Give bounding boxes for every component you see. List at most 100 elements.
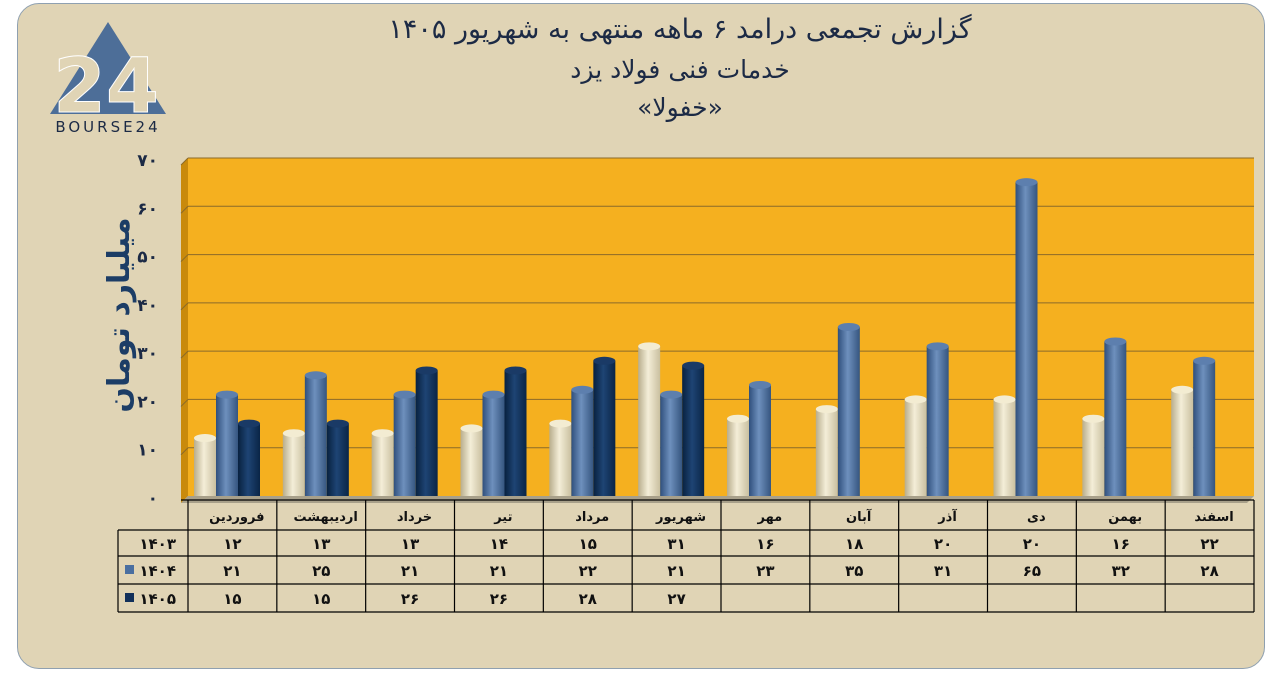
gridline-side <box>180 350 189 359</box>
category-label: بهمن <box>1108 510 1142 525</box>
bar <box>482 394 505 496</box>
data-label: ۲۶ <box>490 590 508 608</box>
bar-top <box>926 342 949 351</box>
category-label: مرداد <box>575 510 609 525</box>
plot-background <box>188 158 1254 496</box>
bar-top <box>815 405 838 414</box>
category-label: اردیبهشت <box>294 510 358 525</box>
y-tick-label: ۵۰ <box>137 248 158 268</box>
gridline-side <box>180 447 189 456</box>
bar-top <box>571 385 594 394</box>
bar-top <box>549 419 572 428</box>
bar-top <box>282 429 305 438</box>
bar-top <box>1171 385 1194 394</box>
category-label: فروردین <box>209 510 264 525</box>
chart-subtitle: خدمات فنی فولاد یزد <box>570 55 790 84</box>
y-tick-label: ۴۰ <box>137 296 158 316</box>
data-label: ۲۳ <box>756 562 774 580</box>
logo-text: BOURSE24 <box>55 118 161 136</box>
bar <box>660 394 683 496</box>
data-label: ۳۱ <box>934 562 952 580</box>
bar-top <box>415 366 438 375</box>
bar-top <box>482 390 505 399</box>
gridline-side <box>180 157 189 166</box>
y-tick-label: ۲۰ <box>137 392 158 412</box>
bar-top <box>326 419 349 428</box>
bar <box>415 370 438 496</box>
data-label: ۲۱ <box>490 562 508 580</box>
data-label: ۱۵ <box>312 590 330 608</box>
data-label: ۳۲ <box>1112 562 1130 580</box>
category-label: خرداد <box>397 510 432 525</box>
bar <box>549 423 572 496</box>
bar <box>304 375 327 496</box>
bar <box>371 433 394 496</box>
y-tick-label: ۷۰ <box>137 151 158 171</box>
data-label: ۲۸ <box>579 590 597 608</box>
company-ticker: «خفولا» <box>637 93 723 122</box>
series-name: ۱۴۰۳ <box>139 535 176 553</box>
series-name: ۱۴۰۵ <box>139 590 176 608</box>
bar-top <box>660 390 683 399</box>
legend-swatch <box>125 593 134 602</box>
data-label: ۱۲ <box>223 535 241 553</box>
bar-top <box>1193 356 1216 365</box>
data-label: ۳۱ <box>667 535 685 553</box>
data-label: ۲۱ <box>223 562 241 580</box>
bar-top <box>371 429 394 438</box>
category-label: آذر <box>937 508 957 525</box>
gridline-side <box>180 254 189 262</box>
bar <box>504 370 527 496</box>
y-tick-label: ۰ <box>148 489 158 509</box>
data-label: ۲۸ <box>1200 562 1218 580</box>
data-label: ۲۲ <box>579 562 597 580</box>
bar <box>194 438 216 496</box>
bar-top <box>393 390 416 399</box>
category-label: مهر <box>756 510 782 525</box>
series-name: ۱۴۰۴ <box>139 562 176 580</box>
bar <box>638 346 661 496</box>
category-label: شهریور <box>655 510 706 525</box>
bar <box>238 423 260 496</box>
bar <box>460 428 483 496</box>
bar-top <box>216 390 238 399</box>
data-label: ۱۳ <box>312 535 330 553</box>
bar <box>926 346 949 496</box>
gridline-side <box>180 302 189 311</box>
bar <box>326 423 349 496</box>
plot-side-wall <box>181 158 188 503</box>
bar-top <box>194 434 216 443</box>
data-label: ۱۶ <box>756 535 774 553</box>
bar <box>1082 418 1105 496</box>
bar-top <box>1082 414 1105 423</box>
bar-top <box>593 356 616 365</box>
bar <box>727 418 749 496</box>
data-label: ۱۵ <box>579 535 597 553</box>
bar <box>1193 360 1216 496</box>
y-tick-label: ۳۰ <box>137 344 158 364</box>
bar-top <box>638 342 661 351</box>
bar <box>1104 341 1127 496</box>
data-label: ۲۶ <box>401 590 419 608</box>
bar-top <box>304 371 327 380</box>
bar <box>815 409 838 496</box>
data-label: ۲۵ <box>312 562 330 580</box>
chart-title: گزارش تجمعی درامد ۶ ماهه منتهی به شهریور… <box>388 14 972 45</box>
bar-top <box>904 395 927 404</box>
bar-top <box>504 366 527 375</box>
bar-top <box>837 323 860 331</box>
data-label: ۲۲ <box>1200 535 1218 553</box>
bar <box>282 433 305 496</box>
gridline-side <box>180 205 189 214</box>
data-label: ۱۸ <box>845 535 863 553</box>
data-label: ۲۱ <box>401 562 419 580</box>
category-label: دی <box>1027 510 1046 525</box>
data-label: ۱۵ <box>223 590 241 608</box>
bar <box>593 360 616 496</box>
bourse24-logo: 24 <box>50 22 166 131</box>
bar-top <box>993 395 1016 404</box>
data-label: ۲۱ <box>667 562 685 580</box>
data-label: ۱۴ <box>490 535 508 553</box>
bar <box>682 365 705 496</box>
legend-swatch <box>125 565 134 574</box>
